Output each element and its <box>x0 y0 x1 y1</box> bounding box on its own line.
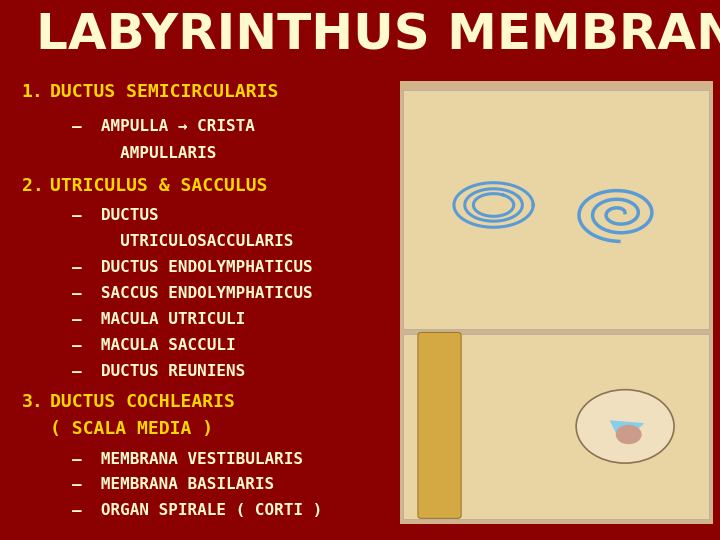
Text: –  SACCUS ENDOLYMPHATICUS: – SACCUS ENDOLYMPHATICUS <box>72 286 312 301</box>
Text: –  MEMBRANA BASILARIS: – MEMBRANA BASILARIS <box>72 477 274 492</box>
Text: –  MEMBRANA VESTIBULARIS: – MEMBRANA VESTIBULARIS <box>72 451 303 467</box>
Text: –  DUCTUS REUNIENS: – DUCTUS REUNIENS <box>72 364 246 379</box>
Text: DUCTUS SEMICIRCULARIS: DUCTUS SEMICIRCULARIS <box>50 83 279 101</box>
Text: UTRICULOSACCULARIS: UTRICULOSACCULARIS <box>72 234 293 249</box>
Text: LABYRINTHUS MEMBRANACEUS: LABYRINTHUS MEMBRANACEUS <box>36 11 720 59</box>
Text: ( SCALA MEDIA ): ( SCALA MEDIA ) <box>50 420 214 438</box>
Text: AMPULLARIS: AMPULLARIS <box>72 146 217 161</box>
Text: –  AMPULLA → CRISTA: – AMPULLA → CRISTA <box>72 119 255 134</box>
Text: –  DUCTUS: – DUCTUS <box>72 208 158 224</box>
Text: 3.: 3. <box>22 393 43 411</box>
Text: –  ORGAN SPIRALE ( CORTI ): – ORGAN SPIRALE ( CORTI ) <box>72 503 323 518</box>
FancyBboxPatch shape <box>418 333 461 518</box>
Text: 2.: 2. <box>22 177 43 195</box>
Bar <box>400 81 713 524</box>
Circle shape <box>616 425 642 444</box>
Polygon shape <box>611 421 643 443</box>
Text: –  DUCTUS ENDOLYMPHATICUS: – DUCTUS ENDOLYMPHATICUS <box>72 260 312 275</box>
Text: –  MACULA UTRICULI: – MACULA UTRICULI <box>72 312 246 327</box>
Bar <box>403 90 709 329</box>
Text: DUCTUS COCHLEARIS: DUCTUS COCHLEARIS <box>50 393 235 411</box>
Text: 1.: 1. <box>22 83 43 101</box>
Circle shape <box>576 390 674 463</box>
Text: UTRICULUS & SACCULUS: UTRICULUS & SACCULUS <box>50 177 268 195</box>
Text: –  MACULA SACCULI: – MACULA SACCULI <box>72 338 235 353</box>
Bar <box>403 334 709 519</box>
